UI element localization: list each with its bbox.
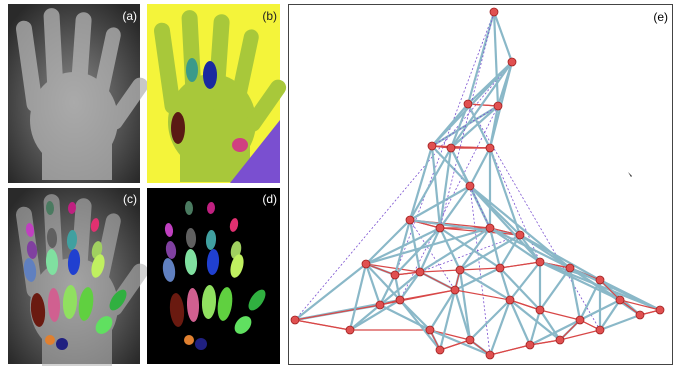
node bbox=[391, 271, 399, 279]
node bbox=[486, 144, 494, 152]
node bbox=[436, 346, 444, 354]
node bbox=[436, 224, 444, 232]
node bbox=[496, 264, 504, 272]
figure: (a) (b) (c) (d) (e) bbox=[0, 0, 676, 366]
node bbox=[291, 316, 299, 324]
node bbox=[506, 296, 514, 304]
node bbox=[426, 326, 434, 334]
node bbox=[451, 286, 459, 294]
node bbox=[516, 231, 524, 239]
node bbox=[464, 100, 472, 108]
panel-label: (c) bbox=[123, 192, 137, 206]
bone bbox=[184, 335, 194, 345]
node bbox=[416, 268, 424, 276]
node bbox=[536, 258, 544, 266]
node bbox=[362, 260, 370, 268]
node bbox=[466, 336, 474, 344]
node bbox=[596, 276, 604, 284]
panel-a: (a) bbox=[8, 4, 151, 183]
node bbox=[486, 351, 494, 359]
panel-e: (e) bbox=[289, 5, 673, 365]
bone bbox=[56, 338, 68, 350]
node bbox=[556, 336, 564, 344]
node bbox=[447, 144, 455, 152]
node bbox=[494, 102, 502, 110]
node bbox=[656, 306, 664, 314]
panel-d: (d) bbox=[147, 188, 280, 364]
node bbox=[636, 311, 644, 319]
region bbox=[232, 138, 248, 152]
panel-label: (b) bbox=[262, 9, 277, 23]
page: (a) (b) (c) (d) (e) (() => { const data … bbox=[0, 0, 676, 366]
bone bbox=[195, 338, 207, 350]
node bbox=[456, 266, 464, 274]
panel-label: (e) bbox=[653, 10, 668, 24]
node bbox=[396, 296, 404, 304]
node bbox=[566, 264, 574, 272]
panel-c: (c) bbox=[8, 188, 151, 366]
region bbox=[171, 112, 185, 144]
node bbox=[466, 182, 474, 190]
panel-b: (b) bbox=[147, 4, 289, 183]
panel-label: (d) bbox=[262, 192, 277, 206]
node bbox=[596, 326, 604, 334]
node bbox=[576, 316, 584, 324]
node bbox=[526, 341, 534, 349]
region bbox=[186, 58, 198, 82]
region bbox=[203, 61, 217, 89]
panel-label: (a) bbox=[122, 9, 137, 23]
node bbox=[490, 8, 498, 16]
bone bbox=[45, 335, 55, 345]
node bbox=[508, 58, 516, 66]
node bbox=[376, 301, 384, 309]
node bbox=[346, 326, 354, 334]
node bbox=[428, 142, 436, 150]
node bbox=[616, 296, 624, 304]
node bbox=[536, 306, 544, 314]
node bbox=[486, 224, 494, 232]
node bbox=[406, 216, 414, 224]
